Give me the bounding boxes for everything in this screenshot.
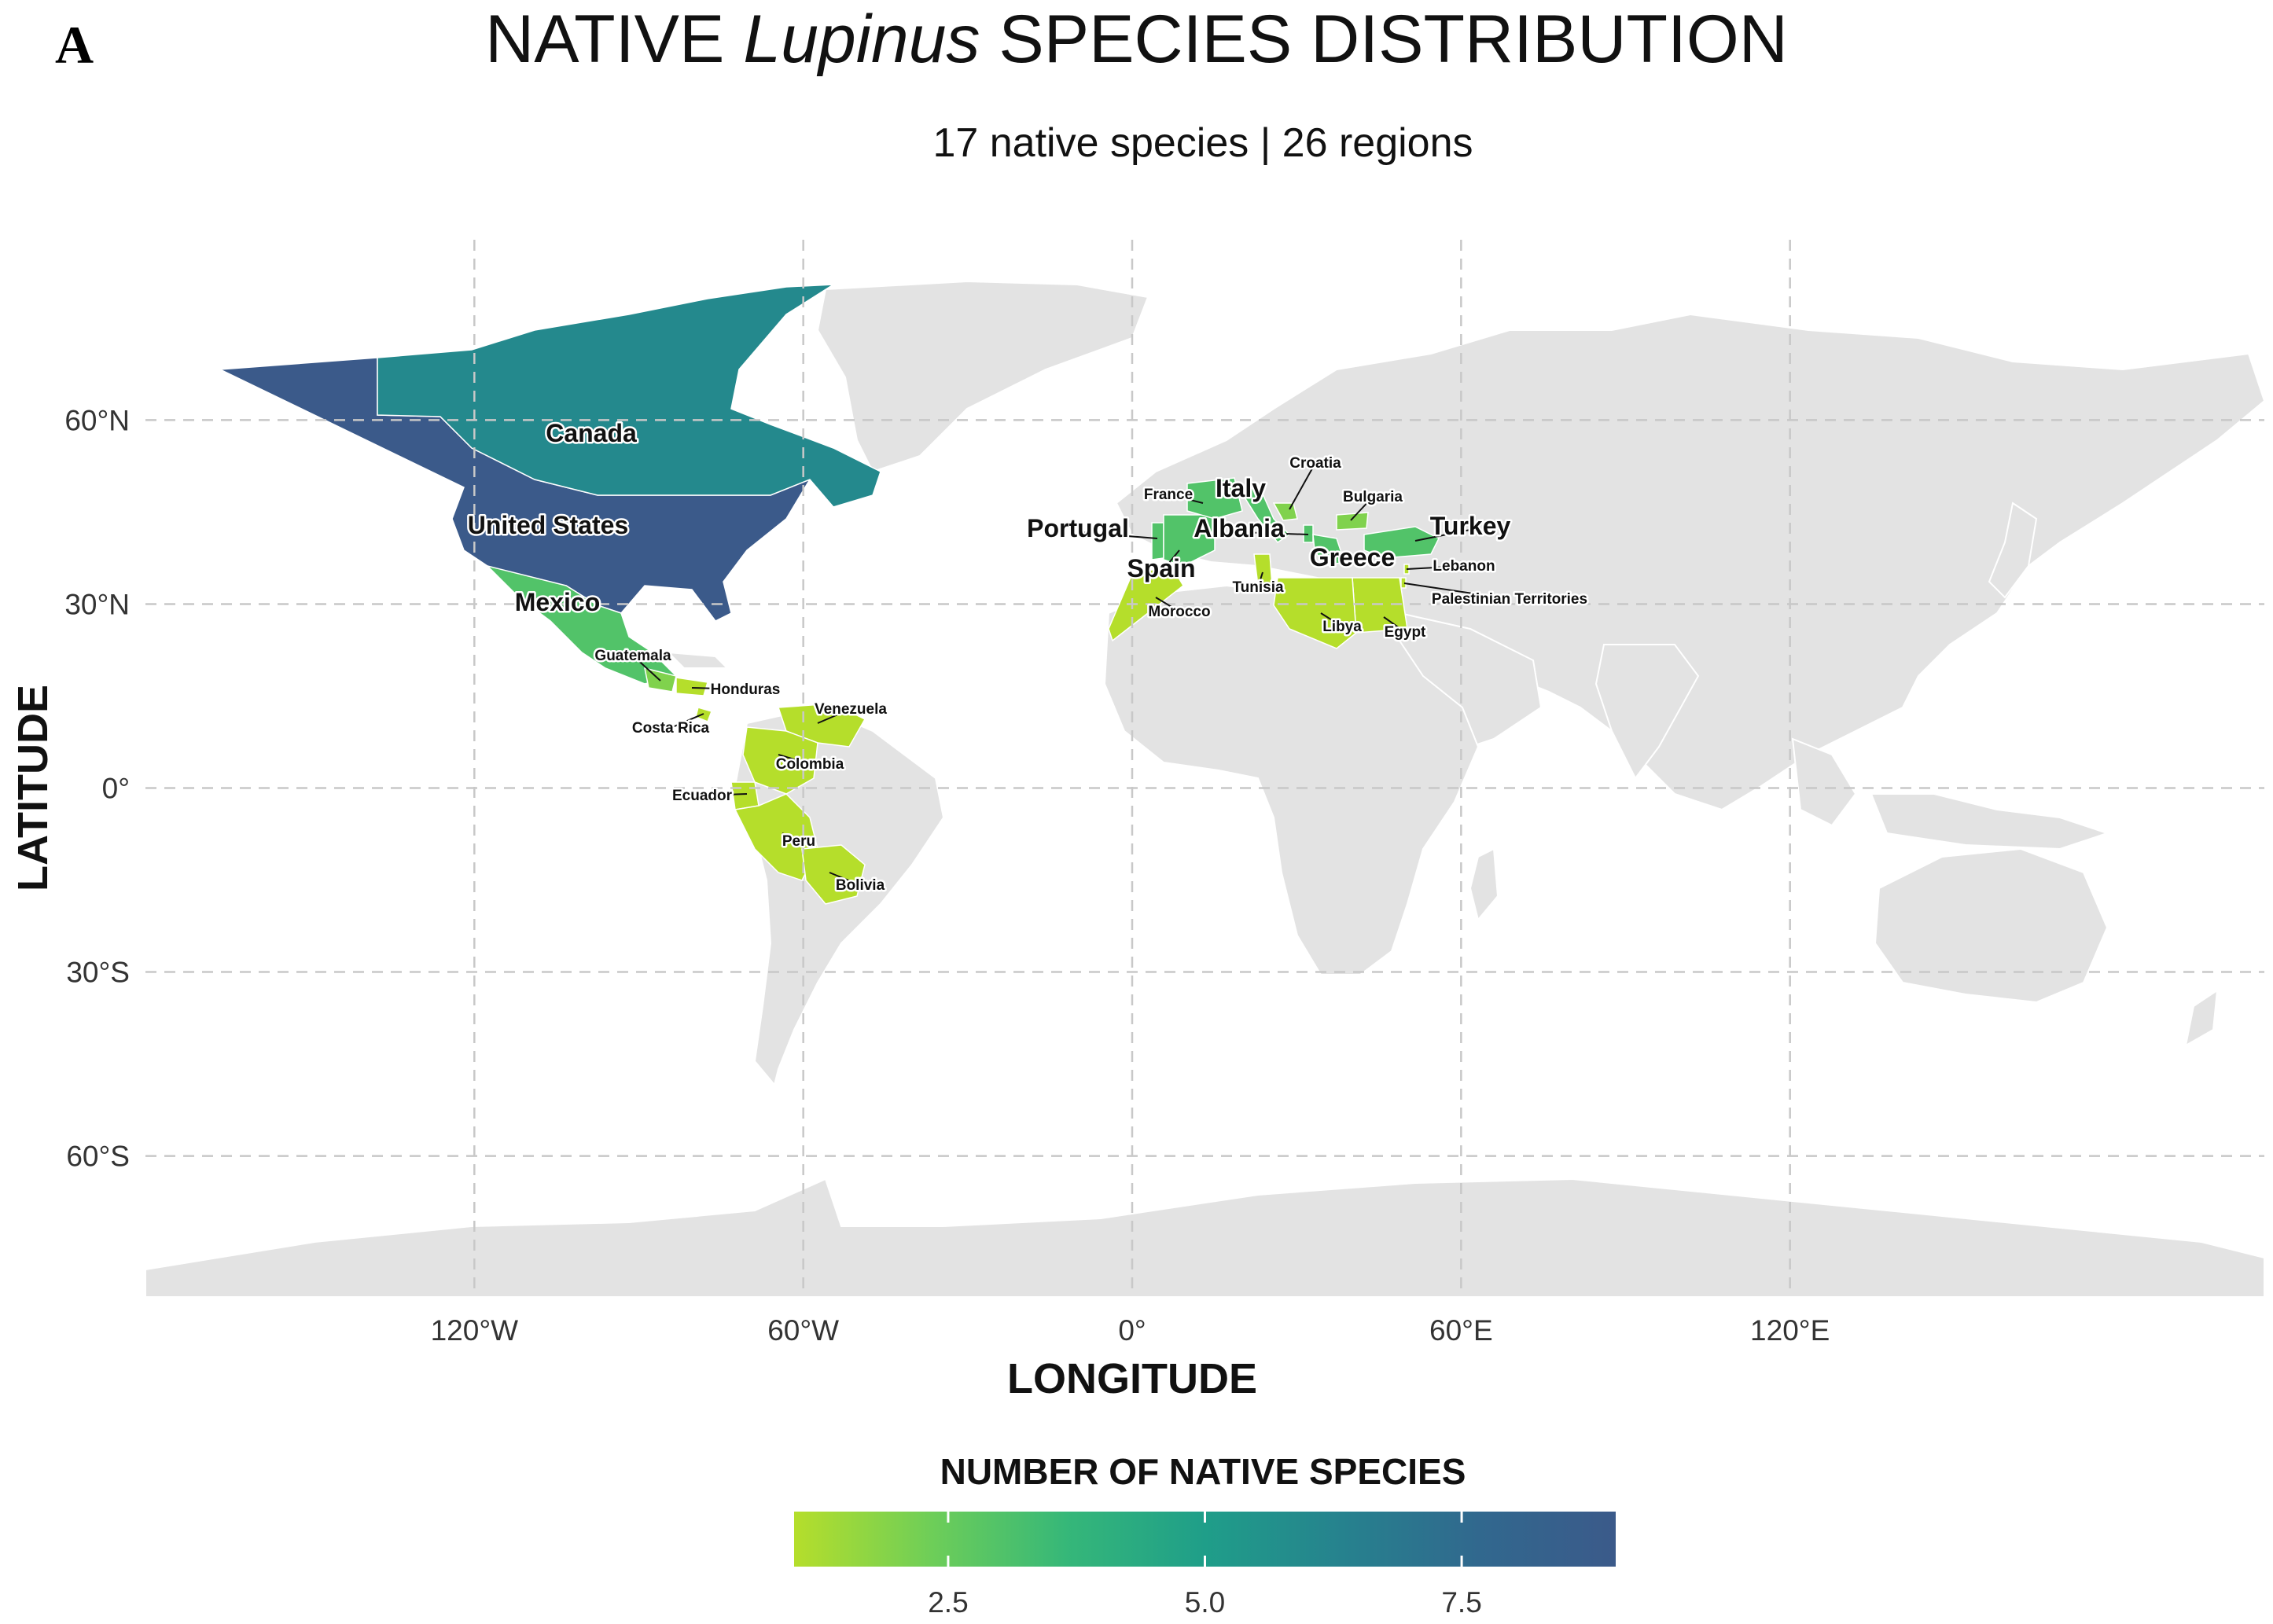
gridlines xyxy=(145,240,2264,1289)
y-tick-label: 30°N xyxy=(64,588,130,620)
y-tick-label: 60°S xyxy=(66,1141,130,1173)
country-label: Morocco xyxy=(1148,604,1210,620)
x-tick-label: 60°W xyxy=(767,1314,839,1347)
country-label: Honduras xyxy=(711,682,781,698)
country-label: Croatia xyxy=(1289,455,1341,472)
chart-title: NATIVE Lupinus SPECIES DISTRIBUTION xyxy=(485,2,1788,77)
land-japan xyxy=(1988,502,2038,599)
region-colombia xyxy=(742,726,818,795)
country-label: Turkey xyxy=(1430,512,1511,540)
land-india xyxy=(1594,644,1700,780)
chart-subtitle: 17 native species | 26 regions xyxy=(932,120,1473,166)
country-label: Ecuador xyxy=(672,788,733,804)
label-leader-line xyxy=(1350,496,1374,521)
y-tick-label: 0° xyxy=(102,773,130,805)
label-leader-line xyxy=(691,687,746,690)
land-antarctica xyxy=(145,1178,2265,1298)
region-bulgaria xyxy=(1336,512,1369,531)
country-label: Venezuela xyxy=(815,701,887,718)
country-label: Tunisia xyxy=(1232,579,1284,596)
legend-tick-label: 2.5 xyxy=(928,1586,968,1618)
land-se-asia xyxy=(1791,737,1857,827)
land-cuba xyxy=(666,651,730,669)
land-new-zealand xyxy=(2184,988,2219,1047)
legend-ticks: 2.5 5.0 7.5 xyxy=(928,1512,1482,1618)
x-tick-label: 60°E xyxy=(1429,1314,1493,1347)
region-tunisia xyxy=(1253,553,1273,586)
country-label: Egypt xyxy=(1385,624,1426,641)
country-label: Mexico xyxy=(515,588,600,616)
country-label: France xyxy=(1144,487,1193,503)
region-honduras xyxy=(675,677,708,696)
label-leader-line xyxy=(1414,529,1471,542)
label-leader-line xyxy=(829,872,861,886)
x-tick-label: 120°E xyxy=(1750,1314,1830,1347)
country-label: Italy xyxy=(1216,474,1266,502)
label-leader-line xyxy=(817,708,851,724)
label-leader-line xyxy=(1155,597,1180,612)
label-leader-line xyxy=(778,754,811,765)
label-leader-line xyxy=(1238,531,1309,535)
axis-ticks: 120°W 60°W 0° 60°E 120°E 60°N 30°N 0° 30°S 60°S xyxy=(64,404,1830,1347)
x-tick-label: 120°W xyxy=(431,1314,519,1347)
country-label: Peru xyxy=(782,833,815,850)
region-canada xyxy=(377,284,881,508)
label-leader-line xyxy=(1406,565,1465,570)
country-label: Guatemala xyxy=(594,648,671,664)
label-leader-line xyxy=(1289,462,1316,510)
region-greece xyxy=(1312,534,1345,567)
country-label: Colombia xyxy=(776,756,844,773)
country-labels: Canada United States Mexico Guatemala Hondur… xyxy=(465,417,1589,896)
region-turkey xyxy=(1363,526,1440,559)
country-label: Canada xyxy=(546,419,637,447)
country-label: United States xyxy=(468,511,628,539)
label-leader-line xyxy=(701,793,748,796)
country-label: Costa Rica xyxy=(632,720,710,737)
country-label: Albania xyxy=(1194,514,1285,542)
label-leader-line xyxy=(632,655,661,682)
country-label: Spain xyxy=(1127,554,1195,582)
region-france xyxy=(1186,477,1243,520)
legend-tick-label: 5.0 xyxy=(1185,1586,1225,1618)
y-axis-title: LATITUDE xyxy=(9,685,57,891)
x-axis-title: LONGITUDE xyxy=(1007,1355,1257,1402)
land-indonesia xyxy=(1870,793,2110,851)
region-ecuador xyxy=(730,781,760,810)
region-libya xyxy=(1273,577,1357,649)
label-leader-line xyxy=(1168,494,1204,504)
country-label: Palestinian Territories xyxy=(1432,591,1587,608)
label-leader-line xyxy=(1403,582,1510,600)
choropleth-regions xyxy=(218,284,1440,905)
x-tick-label: 0° xyxy=(1118,1314,1146,1347)
country-label: Lebanon xyxy=(1433,558,1495,575)
label-leader-line xyxy=(1160,549,1180,573)
land-australia xyxy=(1874,847,2109,1004)
label-leader-line xyxy=(670,713,704,729)
country-label: Libya xyxy=(1322,619,1362,635)
label-leader-line xyxy=(1383,616,1406,633)
land-greenland xyxy=(816,280,1149,473)
y-tick-label: 30°S xyxy=(66,957,130,989)
panel-letter: A xyxy=(55,15,94,75)
legend-tick-label: 7.5 xyxy=(1441,1586,1481,1618)
label-leader-line xyxy=(1077,531,1158,539)
land-madagascar xyxy=(1469,847,1499,922)
legend-title: NUMBER OF NATIVE SPECIES xyxy=(940,1451,1466,1492)
country-label: Bulgaria xyxy=(1343,489,1403,505)
label-leader-line xyxy=(1257,571,1263,588)
label-leader-line xyxy=(1320,612,1343,627)
y-tick-label: 60°N xyxy=(64,404,130,436)
country-label: Portugal xyxy=(1027,514,1129,542)
country-label: Bolivia xyxy=(836,877,885,894)
country-label: Greece xyxy=(1310,543,1396,571)
label-leader-line xyxy=(782,832,800,842)
